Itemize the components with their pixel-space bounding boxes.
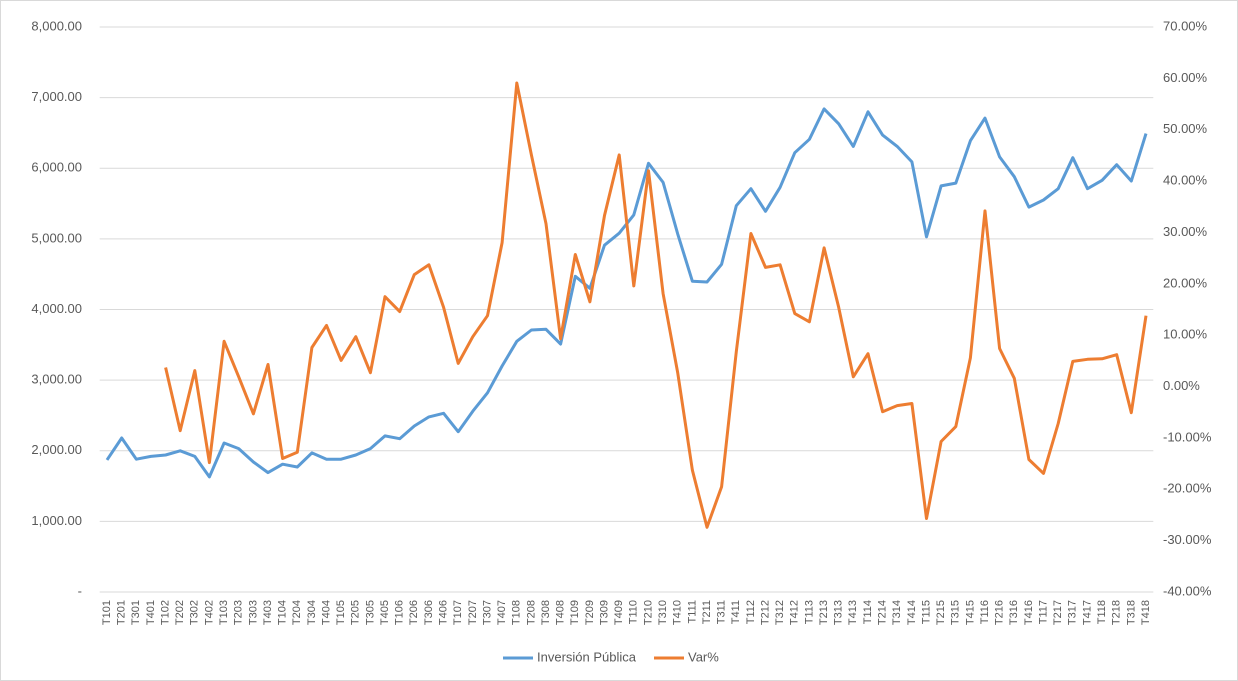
x-tick-label: T214	[876, 600, 888, 625]
x-tick-label: T417	[1081, 600, 1093, 625]
x-tick-label: T411	[730, 600, 742, 624]
x-tick-label: T114	[862, 600, 874, 624]
x-tick-label: T313	[833, 600, 845, 625]
y-tick-label: 5,000.00	[31, 230, 82, 245]
x-tick-label: T103	[218, 600, 230, 625]
legend-label: Var%	[688, 649, 719, 664]
x-tick-label: T206	[408, 600, 420, 625]
x-tick-label: T116	[979, 600, 991, 624]
y-tick-label: 1,000.00	[31, 513, 82, 528]
x-tick-label: T107	[452, 600, 464, 625]
y2-tick-label: 60.00%	[1163, 70, 1208, 85]
x-tick-label: T403	[262, 600, 274, 625]
x-tick-label: T109	[569, 600, 581, 625]
x-tick-label: T104	[277, 600, 289, 625]
x-tick-label: T308	[540, 600, 552, 625]
x-tick-label: T108	[511, 600, 523, 625]
x-tick-label: T113	[803, 600, 815, 624]
y2-tick-label: -10.00%	[1163, 429, 1212, 444]
y2-tick-label: 50.00%	[1163, 121, 1208, 136]
x-tick-label: T408	[555, 600, 567, 625]
y-tick-label: 8,000.00	[31, 18, 82, 33]
x-tick-label: T106	[394, 600, 406, 625]
y2-tick-label: 10.00%	[1163, 327, 1208, 342]
x-tick-label: T102	[159, 600, 171, 625]
x-tick-label: T304	[306, 600, 318, 625]
x-tick-label: T203	[233, 600, 245, 625]
x-tick-label: T412	[789, 600, 801, 625]
x-tick-label: T218	[1111, 600, 1123, 625]
y2-tick-label: -30.00%	[1163, 532, 1212, 547]
x-tick-label: T416	[1023, 600, 1035, 625]
x-tick-label: T305	[364, 600, 376, 625]
x-tick-label: T409	[613, 600, 625, 625]
x-tick-label: T210	[642, 600, 654, 625]
x-tick-label: T317	[1067, 600, 1079, 625]
x-tick-label: T118	[1096, 600, 1108, 624]
y2-tick-label: 70.00%	[1163, 18, 1208, 33]
y-tick-label: 6,000.00	[31, 160, 82, 175]
x-tick-label: T404	[320, 600, 332, 625]
x-tick-label: T213	[818, 600, 830, 625]
y2-tick-label: 30.00%	[1163, 224, 1208, 239]
x-tick-label: T303	[247, 600, 259, 625]
x-tick-label: T415	[964, 600, 976, 625]
x-tick-label: T217	[1052, 600, 1064, 625]
x-tick-label: T302	[189, 600, 201, 625]
x-tick-label: T301	[130, 600, 142, 625]
x-tick-label: T202	[174, 600, 186, 625]
series-line	[164, 81, 1148, 529]
x-tick-label: T307	[481, 600, 493, 625]
x-tick-label: T205	[350, 600, 362, 625]
legend-label: Inversión Pública	[537, 649, 637, 664]
x-tick-label: T117	[1037, 600, 1049, 624]
x-tick-label: T112	[745, 600, 757, 624]
x-tick-label: T209	[584, 600, 596, 625]
y-tick-label: -	[78, 583, 82, 598]
x-tick-label: T314	[891, 600, 903, 625]
x-tick-label: T208	[525, 600, 537, 625]
y-tick-label: 4,000.00	[31, 301, 82, 316]
x-tick-label: T312	[774, 600, 786, 625]
x-tick-label: T402	[203, 600, 215, 625]
x-tick-label: T318	[1125, 600, 1137, 625]
y2-tick-label: 40.00%	[1163, 173, 1208, 188]
x-tick-label: T101	[101, 600, 113, 625]
x-tick-label: T111	[686, 600, 698, 623]
y2-tick-label: -40.00%	[1163, 583, 1212, 598]
x-tick-label: T407	[496, 600, 508, 625]
x-tick-label: T215	[935, 600, 947, 625]
y-tick-label: 2,000.00	[31, 442, 82, 457]
x-tick-label: T311	[716, 600, 728, 624]
x-tick-label: T306	[423, 600, 435, 625]
x-tick-label: T212	[759, 600, 771, 625]
x-tick-label: T115	[920, 600, 932, 624]
x-tick-label: T413	[847, 600, 859, 625]
x-tick-label: T110	[628, 600, 640, 624]
y-tick-label: 3,000.00	[31, 372, 82, 387]
x-tick-label: T201	[116, 600, 128, 625]
x-tick-label: T410	[672, 600, 684, 625]
x-tick-label: T406	[437, 600, 449, 625]
x-tick-label: T207	[467, 600, 479, 625]
x-tick-label: T309	[598, 600, 610, 625]
x-tick-label: T414	[906, 600, 918, 625]
y2-tick-label: -20.00%	[1163, 481, 1212, 496]
x-tick-label: T211	[701, 600, 713, 624]
x-tick-label: T401	[145, 600, 157, 625]
x-tick-label: T216	[994, 600, 1006, 625]
x-tick-label: T405	[379, 600, 391, 625]
x-tick-label: T315	[950, 600, 962, 625]
y2-tick-label: 20.00%	[1163, 275, 1208, 290]
x-tick-label: T310	[657, 600, 669, 625]
x-tick-label: T418	[1140, 600, 1152, 625]
x-tick-label: T316	[1008, 600, 1020, 625]
y2-tick-label: 0.00%	[1163, 378, 1200, 393]
x-tick-label: T204	[291, 600, 303, 625]
x-tick-label: T105	[335, 600, 347, 625]
y-tick-label: 7,000.00	[31, 89, 82, 104]
